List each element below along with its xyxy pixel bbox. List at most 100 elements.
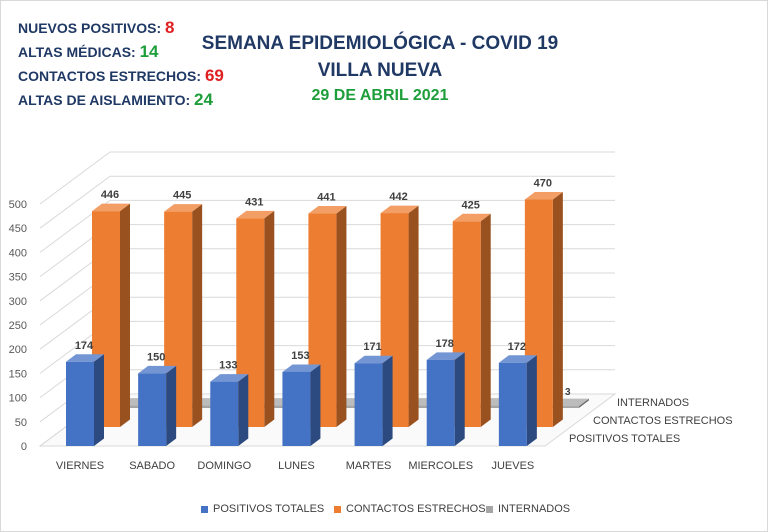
bar-side: [526, 355, 537, 446]
gridline: [39, 175, 615, 229]
data-label: 133: [219, 360, 237, 372]
bar-side: [480, 213, 491, 427]
bar-side: [166, 365, 177, 446]
data-label: 172: [508, 341, 526, 353]
bar-side: [336, 206, 347, 427]
bar-contactos-estrechos: [380, 205, 419, 427]
data-label: 178: [436, 338, 454, 350]
bar-front: [66, 361, 94, 446]
bar-side: [120, 203, 130, 427]
bar-contactos-estrechos: [92, 203, 130, 427]
legend-item-contactos: CONTACTOS ESTRECHOS: [334, 503, 486, 515]
bar-front: [426, 359, 455, 446]
bar-front: [478, 405, 507, 408]
data-label-end: 3: [565, 387, 571, 398]
stat-value: 24: [194, 90, 213, 109]
y-tick-label: 100: [9, 393, 27, 405]
bar-positivos-totales: [66, 354, 104, 446]
data-label: 150: [147, 351, 165, 363]
stat-label: CONTACTOS ESTRECHOS:: [18, 68, 202, 84]
data-label: 446: [101, 189, 119, 201]
legend-swatch-orange: [334, 505, 341, 513]
bar-front: [210, 381, 239, 446]
bar-front: [262, 405, 291, 408]
depth-axis-label: INTERNADOS: [617, 397, 689, 409]
bar-positivos-totales: [498, 355, 537, 446]
bar-chart: 0501001502002503003504004505005555554446…: [9, 151, 733, 472]
x-tick-label: SABADO: [129, 460, 175, 472]
bar-front: [334, 405, 363, 408]
data-label: 153: [291, 350, 309, 362]
bar-positivos-totales: [210, 374, 249, 446]
bar-side: [382, 355, 393, 446]
bar-front: [138, 373, 167, 446]
bar-front: [406, 405, 435, 408]
bar-contactos-estrechos: [308, 206, 347, 427]
bar-front: [118, 405, 146, 408]
x-tick-label: DOMINGO: [197, 460, 251, 472]
bar-top: [498, 355, 537, 363]
y-tick-label: 500: [9, 199, 27, 211]
stat-value: 8: [165, 18, 175, 37]
bar-top: [452, 213, 491, 222]
bar-top: [308, 206, 347, 214]
bar-positivos-totales: [354, 355, 393, 446]
gridline: [39, 199, 615, 253]
y-tick-label: 200: [9, 344, 27, 356]
bar-top: [524, 192, 563, 200]
bar-top: [236, 210, 275, 219]
legend-label: CONTACTOS ESTRECHOS: [346, 503, 486, 515]
bar-side: [94, 354, 104, 446]
bar-side: [408, 205, 419, 427]
chart-date: 29 DE ABRIL 2021: [311, 87, 449, 104]
legend-label: INTERNADOS: [498, 503, 571, 515]
bar-front: [550, 406, 579, 408]
legend-swatch-gray: [486, 505, 493, 513]
legend-swatch-blue: [201, 505, 208, 513]
y-tick-label: 0: [21, 441, 27, 453]
gridline: [39, 151, 615, 205]
chart-subtitle: VILLA NUEVA: [317, 60, 443, 81]
bar-side: [310, 364, 321, 446]
data-label: 445: [173, 190, 191, 202]
bar-side: [238, 374, 249, 446]
stat-altas-medicas: ALTAS MÉDICAS: 14: [18, 42, 159, 62]
data-label: 442: [389, 191, 407, 203]
data-label: 431: [245, 196, 263, 208]
depth-axis-label: CONTACTOS ESTRECHOS: [593, 415, 733, 427]
stat-label: ALTAS MÉDICAS:: [18, 44, 136, 60]
bar-contactos-estrechos: [452, 213, 491, 427]
x-tick-label: MIERCOLES: [408, 460, 473, 472]
data-label: 425: [462, 199, 480, 211]
bar-positivos-totales: [426, 352, 465, 446]
stat-nuevos-positivos: NUEVOS POSITIVOS: 8: [18, 18, 175, 38]
y-tick-label: 400: [9, 247, 27, 259]
bar-positivos-totales: [282, 364, 321, 446]
bar-top: [66, 354, 104, 362]
bar-side: [578, 398, 589, 408]
bar-top: [426, 352, 465, 360]
x-tick-label: VIERNES: [56, 460, 104, 472]
stat-value: 14: [139, 42, 159, 61]
data-label: 441: [317, 192, 335, 204]
bar-side: [552, 192, 563, 427]
x-tick-label: MARTES: [346, 460, 392, 472]
bar-side: [192, 204, 203, 427]
bar-top: [282, 364, 321, 372]
bar-top: [164, 204, 203, 212]
y-tick-label: 350: [9, 272, 27, 284]
stat-value: 69: [204, 66, 224, 85]
y-tick-label: 300: [9, 296, 27, 308]
bar-front: [498, 362, 527, 446]
bar-positivos-totales: [138, 365, 177, 446]
bar-front: [282, 371, 311, 446]
bar-side: [264, 210, 275, 427]
bar-top: [380, 205, 419, 214]
stat-label: ALTAS DE AISLAMIENTO:: [18, 92, 191, 108]
bar-top: [210, 374, 249, 382]
stat-label: NUEVOS POSITIVOS:: [18, 20, 162, 36]
x-tick-label: JUEVES: [491, 460, 534, 472]
bar-front: [190, 405, 219, 408]
chart-title: SEMANA EPIDEMIOLÓGICA - COVID 19: [201, 33, 559, 54]
bar-side: [454, 352, 465, 446]
